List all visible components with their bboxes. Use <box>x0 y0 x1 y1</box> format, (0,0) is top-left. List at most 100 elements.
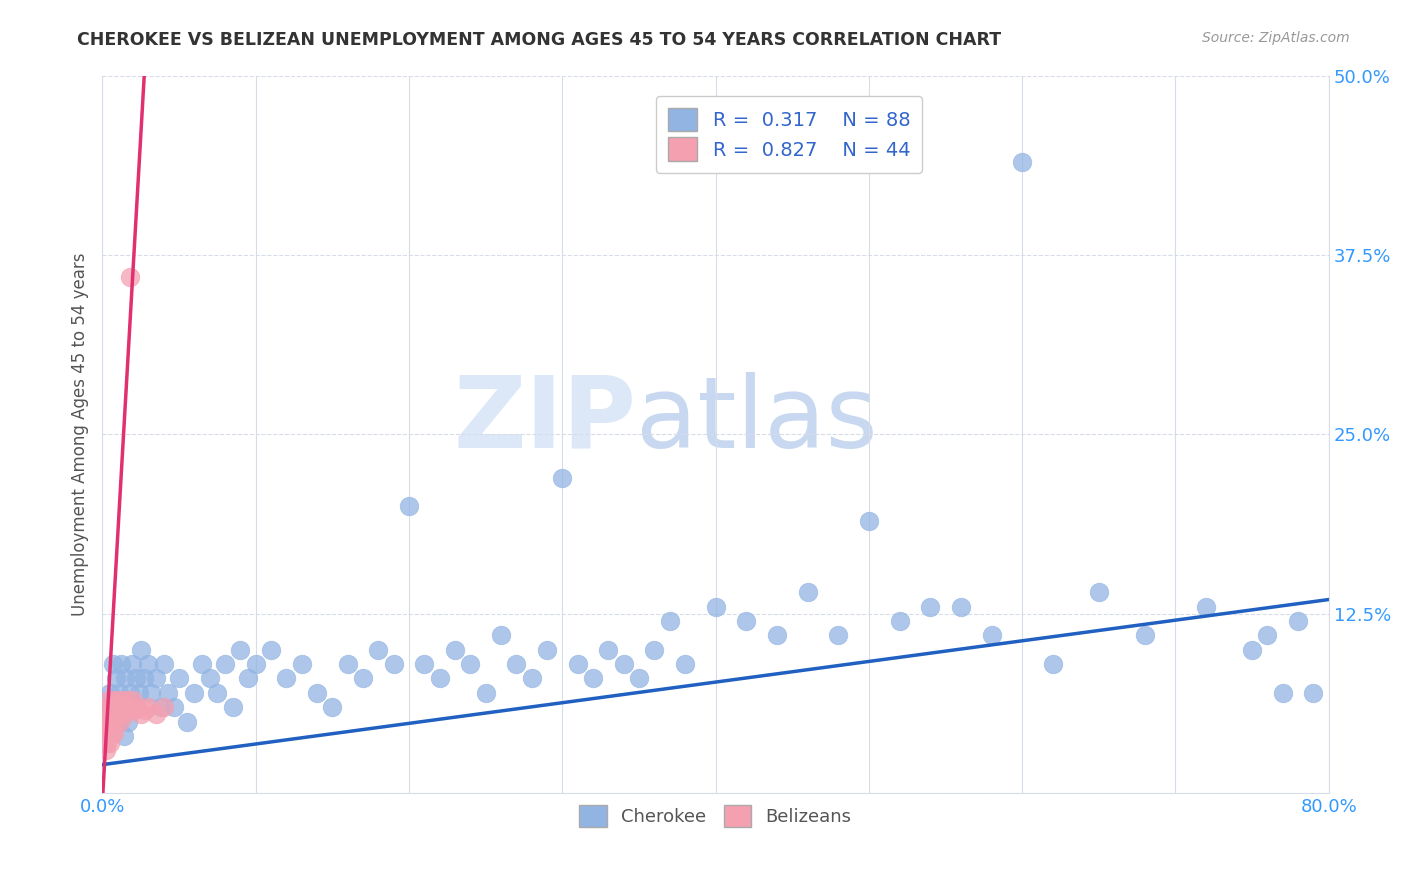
Point <box>112 729 135 743</box>
Point <box>101 717 124 731</box>
Point <box>214 657 236 672</box>
Point <box>1195 599 1218 614</box>
Point <box>1088 585 1111 599</box>
Point <box>367 642 389 657</box>
Point <box>104 700 127 714</box>
Point <box>613 657 636 672</box>
Point <box>149 700 172 714</box>
Point <box>107 714 129 729</box>
Point <box>98 707 121 722</box>
Point <box>93 736 115 750</box>
Point <box>125 700 148 714</box>
Point <box>198 672 221 686</box>
Point <box>460 657 482 672</box>
Point <box>145 707 167 722</box>
Point <box>152 700 174 714</box>
Point <box>104 714 127 729</box>
Point <box>520 672 543 686</box>
Point <box>191 657 214 672</box>
Point <box>103 726 125 740</box>
Point <box>138 657 160 672</box>
Point <box>101 657 124 672</box>
Point <box>111 700 134 714</box>
Point <box>305 686 328 700</box>
Point <box>138 700 160 714</box>
Point <box>96 736 118 750</box>
Point <box>110 693 132 707</box>
Point <box>110 657 132 672</box>
Point <box>97 729 120 743</box>
Point <box>582 672 605 686</box>
Point <box>858 514 880 528</box>
Point <box>567 657 589 672</box>
Point <box>107 703 129 717</box>
Point <box>107 700 129 714</box>
Point <box>94 743 117 757</box>
Text: CHEROKEE VS BELIZEAN UNEMPLOYMENT AMONG AGES 45 TO 54 YEARS CORRELATION CHART: CHEROKEE VS BELIZEAN UNEMPLOYMENT AMONG … <box>77 31 1001 49</box>
Point <box>104 693 127 707</box>
Point <box>920 599 942 614</box>
Point <box>658 614 681 628</box>
Point <box>94 722 117 736</box>
Point <box>321 700 343 714</box>
Point <box>124 703 146 717</box>
Point <box>104 707 127 722</box>
Point <box>98 686 121 700</box>
Point <box>97 693 120 707</box>
Point <box>96 700 118 714</box>
Point <box>827 628 849 642</box>
Point <box>105 672 128 686</box>
Point <box>134 703 156 717</box>
Point <box>129 707 152 722</box>
Point <box>117 714 139 729</box>
Point <box>145 672 167 686</box>
Text: ZIP: ZIP <box>453 372 636 468</box>
Point <box>93 729 115 743</box>
Point <box>1241 642 1264 657</box>
Point <box>245 657 267 672</box>
Point <box>291 657 314 672</box>
Point <box>336 657 359 672</box>
Point <box>122 693 145 707</box>
Point <box>115 693 138 707</box>
Point <box>766 628 789 642</box>
Point <box>1286 614 1309 628</box>
Point <box>105 703 128 717</box>
Point <box>98 736 121 750</box>
Point <box>100 714 122 729</box>
Legend: Cherokee, Belizeans: Cherokee, Belizeans <box>572 798 859 835</box>
Point <box>382 657 405 672</box>
Point <box>444 642 467 657</box>
Point <box>207 686 229 700</box>
Point <box>108 686 131 700</box>
Point <box>111 700 134 714</box>
Point <box>152 657 174 672</box>
Point <box>96 729 118 743</box>
Point <box>163 700 186 714</box>
Point <box>97 714 120 729</box>
Point <box>1302 686 1324 700</box>
Point <box>704 599 727 614</box>
Point <box>100 726 122 740</box>
Point <box>112 698 135 712</box>
Point <box>121 657 143 672</box>
Point <box>141 686 163 700</box>
Point <box>229 642 252 657</box>
Point <box>110 703 132 717</box>
Point <box>276 672 298 686</box>
Point <box>643 642 665 657</box>
Point <box>114 672 136 686</box>
Point <box>505 657 527 672</box>
Point <box>1042 657 1064 672</box>
Point <box>132 672 155 686</box>
Point <box>1256 628 1278 642</box>
Point <box>108 707 131 722</box>
Point <box>125 672 148 686</box>
Point <box>536 642 558 657</box>
Point <box>551 470 574 484</box>
Point <box>100 700 122 714</box>
Point <box>489 628 512 642</box>
Point <box>980 628 1002 642</box>
Point <box>176 714 198 729</box>
Point <box>222 700 245 714</box>
